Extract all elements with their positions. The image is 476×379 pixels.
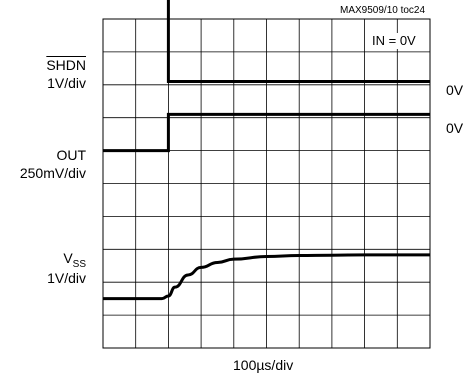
vss-name: V: [63, 250, 73, 266]
zero-label-shdn: 0V: [446, 82, 464, 98]
traces: [103, 0, 430, 301]
shdn-scale: 1V/div: [47, 75, 86, 91]
vss-label: VSS: [63, 250, 86, 270]
trace-shdn: [166, 0, 430, 84]
vss-subscript: SS: [72, 259, 86, 270]
vss-scale: 1V/div: [47, 270, 86, 286]
timebase-label: 100µs/div: [233, 357, 294, 373]
shdn-label: SHDN: [46, 57, 86, 73]
out-label: OUT: [56, 147, 86, 163]
zero-label-out: 0V: [446, 120, 464, 136]
out-scale: 250mV/div: [19, 165, 86, 181]
trace-vss: [103, 253, 430, 301]
source-note: MAX9509/10 toc24: [340, 5, 426, 16]
condition-label: IN = 0V: [370, 33, 418, 49]
trace-out: [103, 112, 430, 153]
